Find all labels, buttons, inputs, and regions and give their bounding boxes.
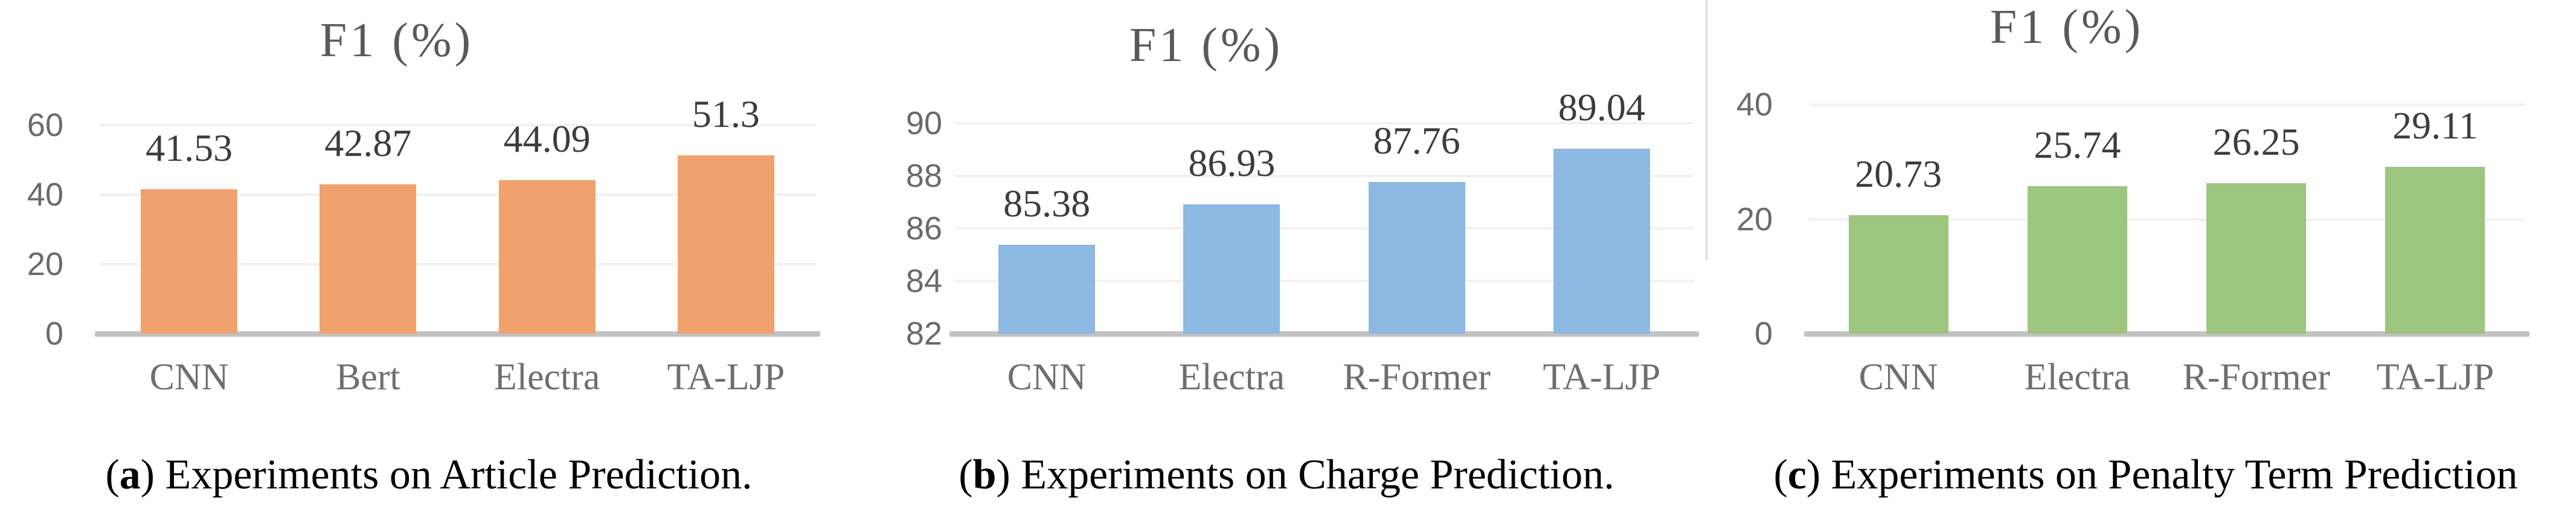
gridline-y88: [954, 175, 1694, 177]
x-category-label-c-TA-LJP: TA-LJP: [2376, 357, 2494, 398]
bar-c-R-Former: [2206, 183, 2307, 334]
x-category-label-a-Bert: Bert: [336, 357, 400, 398]
caption-b: (b) Experiments on Charge Prediction.: [858, 452, 1715, 497]
bar-c-CNN: [1848, 215, 1948, 334]
bar-value-label-a-Bert: 42.87: [324, 122, 412, 165]
bar-b-CNN: [998, 244, 1096, 334]
x-category-label-b-TA-LJP: TA-LJP: [1543, 357, 1661, 398]
gridline-y20: [100, 263, 815, 265]
panel-divider-line: [1706, 0, 1707, 260]
bar-value-label-a-TA-LJP: 51.3: [692, 92, 760, 136]
caption-a: (a) Experiments on Article Prediction.: [0, 452, 858, 497]
x-category-label-b-Electra: Electra: [1178, 357, 1285, 398]
x-category-label-c-CNN: CNN: [1858, 357, 1938, 398]
caption-c: (c) Experiments on Penalty Term Predicti…: [1715, 452, 2576, 497]
y-tick-label-60: 60: [27, 107, 63, 143]
gridline-y20: [1809, 218, 2525, 221]
x-category-label-b-CNN: CNN: [1007, 357, 1087, 398]
gridline-y60: [100, 124, 815, 126]
bar-value-label-c-TA-LJP: 29.11: [2392, 104, 2478, 147]
bar-b-TA-LJP: [1553, 148, 1650, 334]
bar-value-label-c-CNN: 20.73: [1855, 152, 1942, 195]
chart-title-b: F1 (%): [1129, 19, 1283, 72]
x-category-label-a-Electra: Electra: [493, 357, 600, 398]
caption-c-open: (: [1773, 452, 1788, 498]
y-tick-label-82: 82: [905, 316, 942, 352]
bar-value-label-a-CNN: 41.53: [146, 126, 233, 170]
bar-value-label-c-R-Former: 26.25: [2212, 120, 2300, 164]
x-category-label-a-CNN: CNN: [149, 357, 229, 398]
bar-a-CNN: [141, 189, 238, 334]
y-tick-label-20: 20: [27, 246, 63, 282]
caption-b-letter: b: [972, 452, 997, 498]
caption-c-letter: c: [1787, 452, 1807, 498]
bar-b-Electra: [1183, 204, 1280, 334]
bar-c-TA-LJP: [2385, 167, 2485, 334]
y-tick-label-86: 86: [905, 210, 942, 247]
y-tick-label-90: 90: [905, 105, 942, 141]
gridline-y40: [1809, 103, 2525, 106]
bar-b-R-Former: [1368, 182, 1465, 334]
y-tick-label-0: 0: [1754, 316, 1773, 352]
gridline-y86: [954, 227, 1694, 230]
bar-a-TA-LJP: [677, 155, 774, 334]
x-category-label-a-TA-LJP: TA-LJP: [667, 357, 785, 398]
y-tick-label-84: 84: [905, 263, 942, 299]
y-tick-label-0: 0: [45, 316, 63, 352]
bar-value-label-b-CNN: 85.38: [1003, 181, 1091, 225]
x-category-label-c-R-Former: R-Former: [2182, 357, 2330, 398]
gridline-y40: [100, 193, 815, 196]
x-category-label-c-Electra: Electra: [2024, 357, 2131, 398]
bar-value-label-b-TA-LJP: 89.04: [1558, 85, 1645, 129]
x-axis-line-b: [949, 331, 1699, 337]
bar-c-Electra: [2027, 186, 2127, 334]
y-tick-label-40: 40: [1736, 86, 1773, 123]
chart-title-c: F1 (%): [1990, 1, 2144, 54]
y-tick-label-40: 40: [27, 177, 63, 213]
chart-title-a: F1 (%): [320, 14, 474, 67]
bar-value-label-a-Electra: 44.09: [503, 117, 591, 161]
bar-value-label-c-Electra: 25.74: [2034, 123, 2121, 167]
caption-b-open: (: [959, 452, 973, 498]
x-axis-line-c: [1804, 331, 2529, 337]
caption-b-text: ) Experiments on Charge Prediction.: [996, 452, 1614, 498]
y-tick-label-88: 88: [905, 158, 942, 194]
bar-a-Bert: [320, 184, 417, 334]
x-axis-line-a: [95, 331, 820, 337]
gridline-y84: [954, 280, 1694, 282]
caption-a-letter: a: [119, 452, 141, 498]
y-tick-label-20: 20: [1736, 201, 1773, 238]
caption-c-text: ) Experiments on Penalty Term Prediction: [1806, 452, 2518, 498]
bar-a-Electra: [498, 180, 596, 334]
bar-value-label-b-Electra: 86.93: [1188, 141, 1276, 184]
x-category-label-b-R-Former: R-Former: [1343, 357, 1491, 398]
caption-a-text: ) Experiments on Article Prediction.: [140, 452, 753, 498]
gridline-y90: [954, 122, 1694, 125]
caption-a-open: (: [105, 452, 120, 498]
bar-value-label-b-R-Former: 87.76: [1373, 119, 1460, 163]
